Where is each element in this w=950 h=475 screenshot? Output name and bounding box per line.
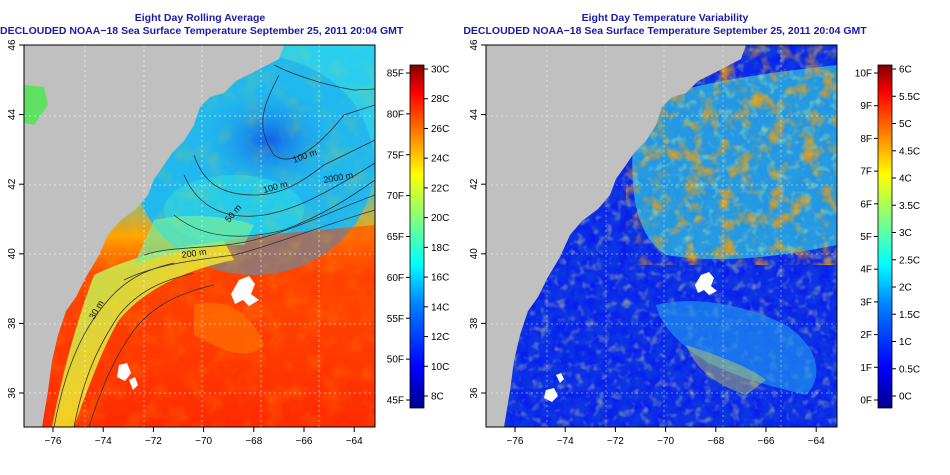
left-cb-f-label: 75F bbox=[387, 150, 404, 161]
right-x-tick-label: −66 bbox=[758, 436, 775, 447]
left-y-tick-label: 40 bbox=[7, 248, 18, 260]
left-cb-c-label: 24C bbox=[431, 154, 449, 165]
left-cb-c-label: 14C bbox=[431, 302, 449, 313]
right-y-tick-label: 38 bbox=[469, 317, 480, 329]
left-map-frame bbox=[23, 44, 376, 428]
left-cb-c-label: 18C bbox=[431, 243, 449, 254]
right-cb-f-label: 3F bbox=[860, 297, 872, 308]
right-cb-c-label: 0.5C bbox=[899, 364, 920, 375]
left-cb-f-label: 70F bbox=[387, 191, 404, 202]
right-x-tick-label: −72 bbox=[607, 436, 624, 447]
right-cb-c-label: 1C bbox=[899, 337, 912, 348]
left-cb-c-label: 22C bbox=[431, 183, 449, 194]
right-colorbar bbox=[877, 64, 893, 409]
right-cb-c-label: 2.5C bbox=[899, 255, 920, 266]
right-cb-f-label: 8F bbox=[860, 134, 872, 145]
left-x-tick-label: −74 bbox=[95, 436, 112, 447]
right-cb-c-label: 4.5C bbox=[899, 146, 920, 157]
right-map-frame bbox=[485, 44, 838, 428]
right-y-tick-label: 42 bbox=[469, 178, 480, 190]
right-cb-c-label: 6C bbox=[899, 65, 912, 76]
right-cb-f-label: 6F bbox=[860, 199, 872, 210]
right-cb-f-label: 5F bbox=[860, 232, 872, 243]
right-cb-f-label: 10F bbox=[855, 69, 872, 80]
right-cb-c-label: 5C bbox=[899, 119, 912, 130]
right-x-tick-label: −76 bbox=[507, 436, 524, 447]
right-y-tick-label: 40 bbox=[469, 248, 480, 260]
left-x-tick-label: −68 bbox=[245, 436, 262, 447]
left-y-tick-label: 44 bbox=[7, 109, 18, 121]
right-cb-f-label: 2F bbox=[860, 330, 872, 341]
right-y-tick-label: 44 bbox=[469, 109, 480, 121]
right-cb-f-label: 4F bbox=[860, 265, 872, 276]
left-cb-f-label: 65F bbox=[387, 232, 404, 243]
right-y-tick-label: 46 bbox=[469, 39, 480, 51]
right-cb-c-label: 4C bbox=[899, 174, 912, 185]
contour-label-200m: 200 m bbox=[181, 247, 207, 260]
left-x-tick-label: −70 bbox=[195, 436, 212, 447]
left-x-tick-label: −72 bbox=[145, 436, 162, 447]
right-cb-c-label: 0C bbox=[899, 392, 912, 403]
right-x-tick-label: −74 bbox=[557, 436, 574, 447]
right-title: Eight Day Temperature Variability DECLOU… bbox=[460, 12, 870, 38]
left-cb-f-label: 80F bbox=[387, 109, 404, 120]
left-title-line1: Eight Day Rolling Average bbox=[134, 12, 266, 24]
left-colorbar bbox=[409, 64, 425, 409]
right-cb-c-label: 3.5C bbox=[899, 201, 920, 212]
left-y-tick-label: 36 bbox=[7, 387, 18, 399]
right-x-tick-label: −70 bbox=[657, 436, 674, 447]
left-cb-f-label: 55F bbox=[387, 314, 404, 325]
left-y-tick-label: 46 bbox=[7, 39, 18, 51]
left-y-tick-label: 38 bbox=[7, 317, 18, 329]
right-cb-f-label: 9F bbox=[860, 101, 872, 112]
left-map: 100 m 100 m 50 m 2000 m 200 m 30 m bbox=[24, 45, 375, 427]
right-cb-c-label: 1.5C bbox=[899, 310, 920, 321]
left-cb-f-label: 45F bbox=[387, 396, 404, 407]
left-cb-c-label: 16C bbox=[431, 273, 449, 284]
left-cb-f-label: 60F bbox=[387, 273, 404, 284]
right-cb-c-label: 5.5C bbox=[899, 92, 920, 103]
right-cb-c-label: 2C bbox=[899, 283, 912, 294]
right-cb-f-label: 7F bbox=[860, 167, 872, 178]
left-title: Eight Day Rolling Average DECLOUDED NOAA… bbox=[0, 12, 404, 38]
right-x-tick-label: −64 bbox=[808, 436, 825, 447]
left-cb-c-label: 26C bbox=[431, 124, 449, 135]
right-title-line1: Eight Day Temperature Variability bbox=[581, 12, 749, 24]
left-y-tick-label: 42 bbox=[7, 178, 18, 190]
left-x-tick-label: −76 bbox=[45, 436, 62, 447]
left-cb-c-label: 10C bbox=[431, 362, 449, 373]
right-cb-f-label: 1F bbox=[860, 363, 872, 374]
left-title-line2: DECLOUDED NOAA−18 Sea Surface Temperatur… bbox=[0, 25, 404, 37]
left-cb-c-label: 12C bbox=[431, 332, 449, 343]
left-x-tick-label: −66 bbox=[296, 436, 313, 447]
left-cb-c-label: 8C bbox=[431, 392, 444, 403]
right-map bbox=[486, 45, 837, 427]
right-x-tick-label: −68 bbox=[707, 436, 724, 447]
left-cb-c-label: 28C bbox=[431, 94, 449, 105]
right-title-line2: DECLOUDED NOAA−18 Sea Surface Temperatur… bbox=[463, 25, 867, 37]
right-cb-c-label: 3C bbox=[899, 228, 912, 239]
left-cb-c-label: 30C bbox=[431, 65, 449, 76]
left-x-tick-label: −64 bbox=[346, 436, 363, 447]
right-cb-f-label: 0F bbox=[860, 396, 872, 407]
left-cb-f-label: 50F bbox=[387, 355, 404, 366]
left-cb-c-label: 20C bbox=[431, 213, 449, 224]
left-cb-f-label: 85F bbox=[387, 69, 404, 80]
right-y-tick-label: 36 bbox=[469, 387, 480, 399]
